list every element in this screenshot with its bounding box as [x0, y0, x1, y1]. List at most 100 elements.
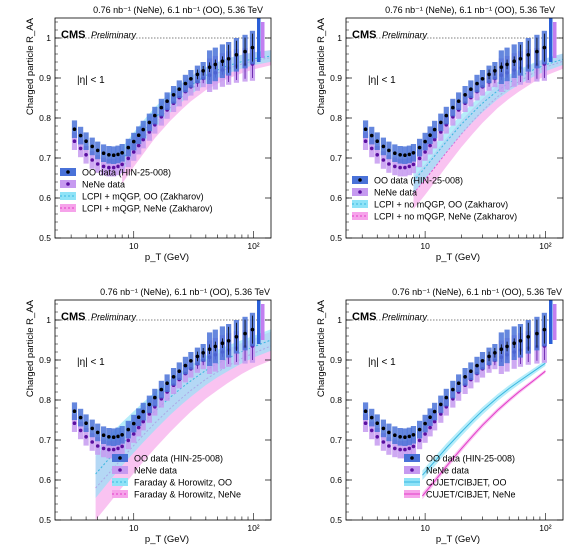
oo-data [362, 312, 547, 446]
oo-data-point [159, 387, 164, 392]
y-tick-label: 0.6 [330, 475, 342, 485]
plot-frame [345, 299, 564, 521]
oo-data-point [72, 409, 77, 414]
x-tick-label: 10 [420, 523, 430, 533]
nene-data-point [369, 428, 374, 433]
x-tick-label: 10 [129, 523, 139, 533]
oo-data-point [526, 53, 531, 57]
legend-marker [66, 170, 70, 174]
oo-data-point [165, 381, 169, 386]
theory-nene-line [422, 370, 546, 497]
y-tick-label: 0.9 [330, 73, 342, 83]
panel-top-left: 0.76 nb⁻¹ (NeNe), 6.1 nb⁻¹ (OO), 5.36 Te… [25, 5, 272, 263]
oo-data-point [177, 87, 182, 91]
oo-data-point [226, 339, 231, 343]
oo-data-point [101, 433, 106, 438]
nene-data-point [403, 165, 407, 170]
oo-data-point [542, 45, 547, 50]
nene-data-point [411, 162, 416, 167]
theory-oo-band [95, 329, 271, 498]
oo-data-point [451, 387, 455, 392]
oo-data-point [153, 395, 157, 400]
oo-data-point [101, 151, 106, 155]
legend-marker [358, 178, 362, 182]
cms-label: CMS [352, 29, 376, 41]
header-label: 0.76 nb⁻¹ (NeNe), 6.1 nb⁻¹ (OO), 5.36 Te… [392, 287, 562, 297]
nene-data-point [407, 446, 412, 451]
nene-data-point [90, 440, 95, 444]
theory-oo-line [422, 362, 546, 476]
nene-data-point [126, 438, 131, 443]
oo-data-point [107, 153, 111, 157]
legend-marker [66, 182, 70, 186]
oo-data-point [120, 151, 124, 155]
legend-label: LCPI + mQGP, OO (Zakharov) [82, 192, 204, 202]
oo-data-point [542, 327, 547, 332]
preliminary-label: Preliminary [91, 30, 137, 40]
nene-data-point [432, 137, 437, 142]
y-tick-label: 0.7 [330, 153, 342, 163]
oo-data-point [213, 344, 218, 349]
x-axis-label: p_T (GeV) [145, 534, 189, 545]
y-axis-label: Charged particle R_AA [316, 299, 327, 397]
y-tick-label: 0.9 [39, 355, 51, 365]
plot-area [55, 18, 272, 184]
y-tick-label: 0.6 [330, 193, 342, 203]
header-label: 0.76 nb⁻¹ (NeNe), 6.1 nb⁻¹ (OO), 5.36 Te… [385, 5, 555, 15]
y-tick-label: 0.5 [39, 515, 51, 525]
oo-data-point [369, 133, 374, 138]
cms-label: CMS [61, 311, 85, 323]
oo-data-point [398, 153, 402, 157]
legend-label: NeNe data [374, 188, 417, 198]
oo-data-point [428, 415, 432, 420]
oo-data-point [512, 341, 516, 346]
legend-marker [410, 456, 414, 460]
nene-data-point [72, 139, 77, 143]
oo-data-point [171, 93, 176, 97]
legend-label: CUJET/CIBJET, OO [426, 478, 507, 488]
oo-data-point [220, 59, 225, 63]
y-tick-label: 0.6 [39, 475, 51, 485]
oo-data-point [201, 351, 205, 355]
y-tick-label: 0.7 [39, 153, 51, 163]
oo-data-point [475, 363, 479, 368]
y-tick-label: 0.7 [330, 435, 342, 445]
nene-data-point [387, 162, 391, 166]
nene-data-point [141, 137, 146, 142]
oo-data-point [207, 65, 212, 69]
oo-data-point [250, 327, 255, 332]
oo-data-point [393, 433, 397, 438]
oo-data-point [95, 430, 100, 435]
eta-label: |η| < 1 [368, 357, 396, 368]
nene-data-point [381, 440, 386, 444]
oo-data-point [451, 105, 455, 110]
oo-data-point [116, 434, 120, 439]
oo-data-point [475, 81, 479, 86]
x-tick-label: 10² [247, 241, 259, 251]
oo-data-point [403, 153, 407, 157]
y-tick-label: 0.5 [330, 233, 342, 243]
oo-data-point [111, 153, 116, 157]
nene-data-point [417, 438, 422, 443]
oo-data-point [456, 381, 461, 386]
theory-nene-band [95, 331, 271, 520]
nene-data-point [141, 419, 146, 424]
oo-data-point [234, 53, 239, 57]
nene-data-point [411, 444, 416, 449]
oo-data-point [480, 77, 485, 81]
nene-data-point [428, 143, 432, 148]
oo-data-point [147, 402, 152, 407]
oo-data-point [526, 335, 531, 339]
plot-area [346, 300, 563, 500]
oo-data-point [432, 127, 437, 132]
legend-label: NeNe data [134, 466, 177, 476]
oo-data-point [463, 93, 467, 97]
oo-data-point [407, 434, 412, 439]
oo-data-point [141, 409, 146, 414]
oo-data-point [189, 359, 193, 363]
oo-data-point [381, 426, 386, 431]
oo-data-point [153, 113, 157, 118]
nene-data-point [116, 446, 120, 451]
legend-marker [118, 468, 122, 472]
